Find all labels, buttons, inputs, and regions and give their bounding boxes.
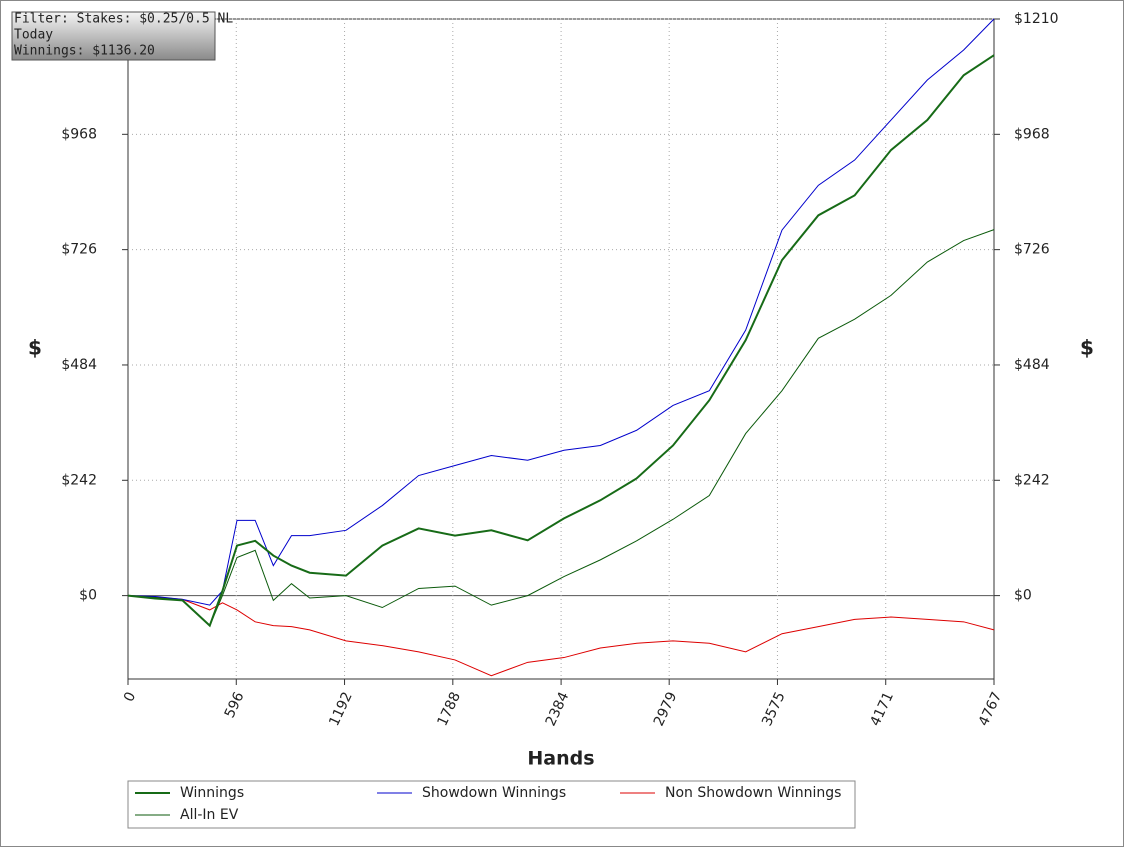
info-text: Winnings: $1136.20 — [14, 44, 155, 59]
info-text: Today — [14, 28, 53, 43]
legend-label: Non Showdown Winnings — [665, 785, 841, 801]
info-box-bg — [11, 11, 216, 61]
y2-tick-label: $1210 — [1014, 11, 1059, 27]
y2-tick-label: $968 — [1014, 126, 1050, 142]
y-tick-label: $242 — [61, 472, 97, 488]
y2-tick-label: $0 — [1014, 588, 1032, 604]
y-tick-label: $484 — [61, 357, 97, 373]
legend-label: Showdown Winnings — [422, 785, 566, 801]
legend-label: Winnings — [180, 785, 244, 801]
y-tick-label: $726 — [61, 242, 97, 258]
y2-tick-label: $726 — [1014, 242, 1050, 258]
y-tick-label: $0 — [79, 588, 97, 604]
info-text: Filter: Stakes: $0.25/0.5 NL — [14, 12, 233, 27]
series-line — [127, 595, 995, 677]
legend — [127, 780, 856, 829]
plot-area — [127, 18, 995, 680]
series-line — [127, 18, 995, 606]
y2-tick-label: $242 — [1014, 472, 1050, 488]
y-axis-label: $ — [28, 336, 42, 360]
series-line — [127, 229, 995, 627]
legend-label: All-In EV — [180, 807, 239, 823]
y-tick-label: $968 — [61, 126, 97, 142]
info-box: Filter: Stakes: $0.25/0.5 NL Today Winni… — [11, 11, 233, 61]
x-axis-label: Hands — [527, 748, 594, 770]
y2-axis-label: $ — [1080, 336, 1094, 360]
y2-tick-label: $484 — [1014, 357, 1050, 373]
series-line — [127, 54, 995, 628]
